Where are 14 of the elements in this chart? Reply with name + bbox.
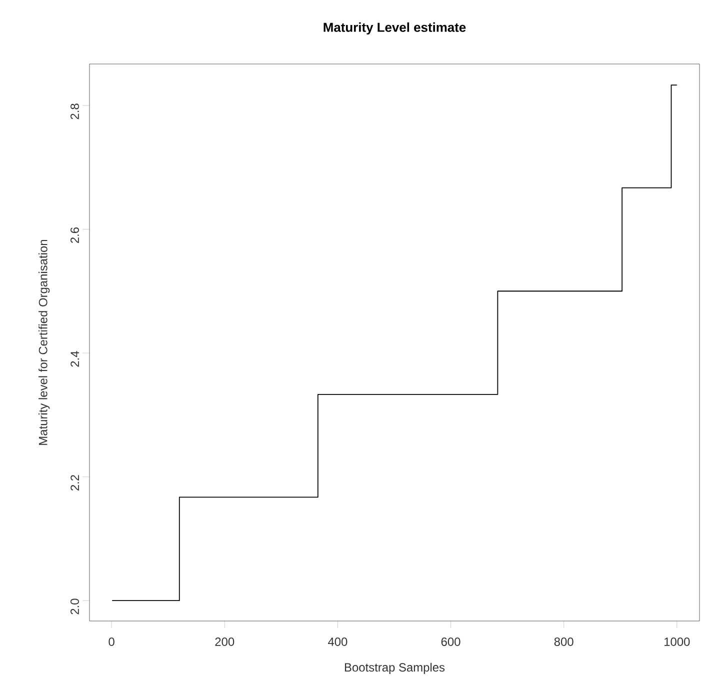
x-tick-label: 600	[441, 638, 460, 646]
y-tick-label: 2.0	[70, 598, 79, 614]
x-tick-label: 800	[554, 638, 574, 646]
x-tick-label: 400	[328, 638, 348, 646]
y-tick-label: 2.8	[70, 104, 79, 120]
y-tick-label: 2.2	[70, 475, 79, 491]
x-tick-label: 200	[215, 638, 234, 646]
y-tick-label: 2.6	[70, 227, 79, 243]
x-axis-title: Bootstrap Samples	[344, 662, 445, 674]
chart-title: Maturity Level estimate	[324, 22, 466, 34]
x-tick-label: 1000	[664, 638, 690, 646]
y-tick-label: 2.4	[70, 351, 79, 367]
x-tick-label: 0	[108, 638, 114, 646]
y-axis-title: Maturity level for Certified Organisation	[38, 240, 50, 445]
